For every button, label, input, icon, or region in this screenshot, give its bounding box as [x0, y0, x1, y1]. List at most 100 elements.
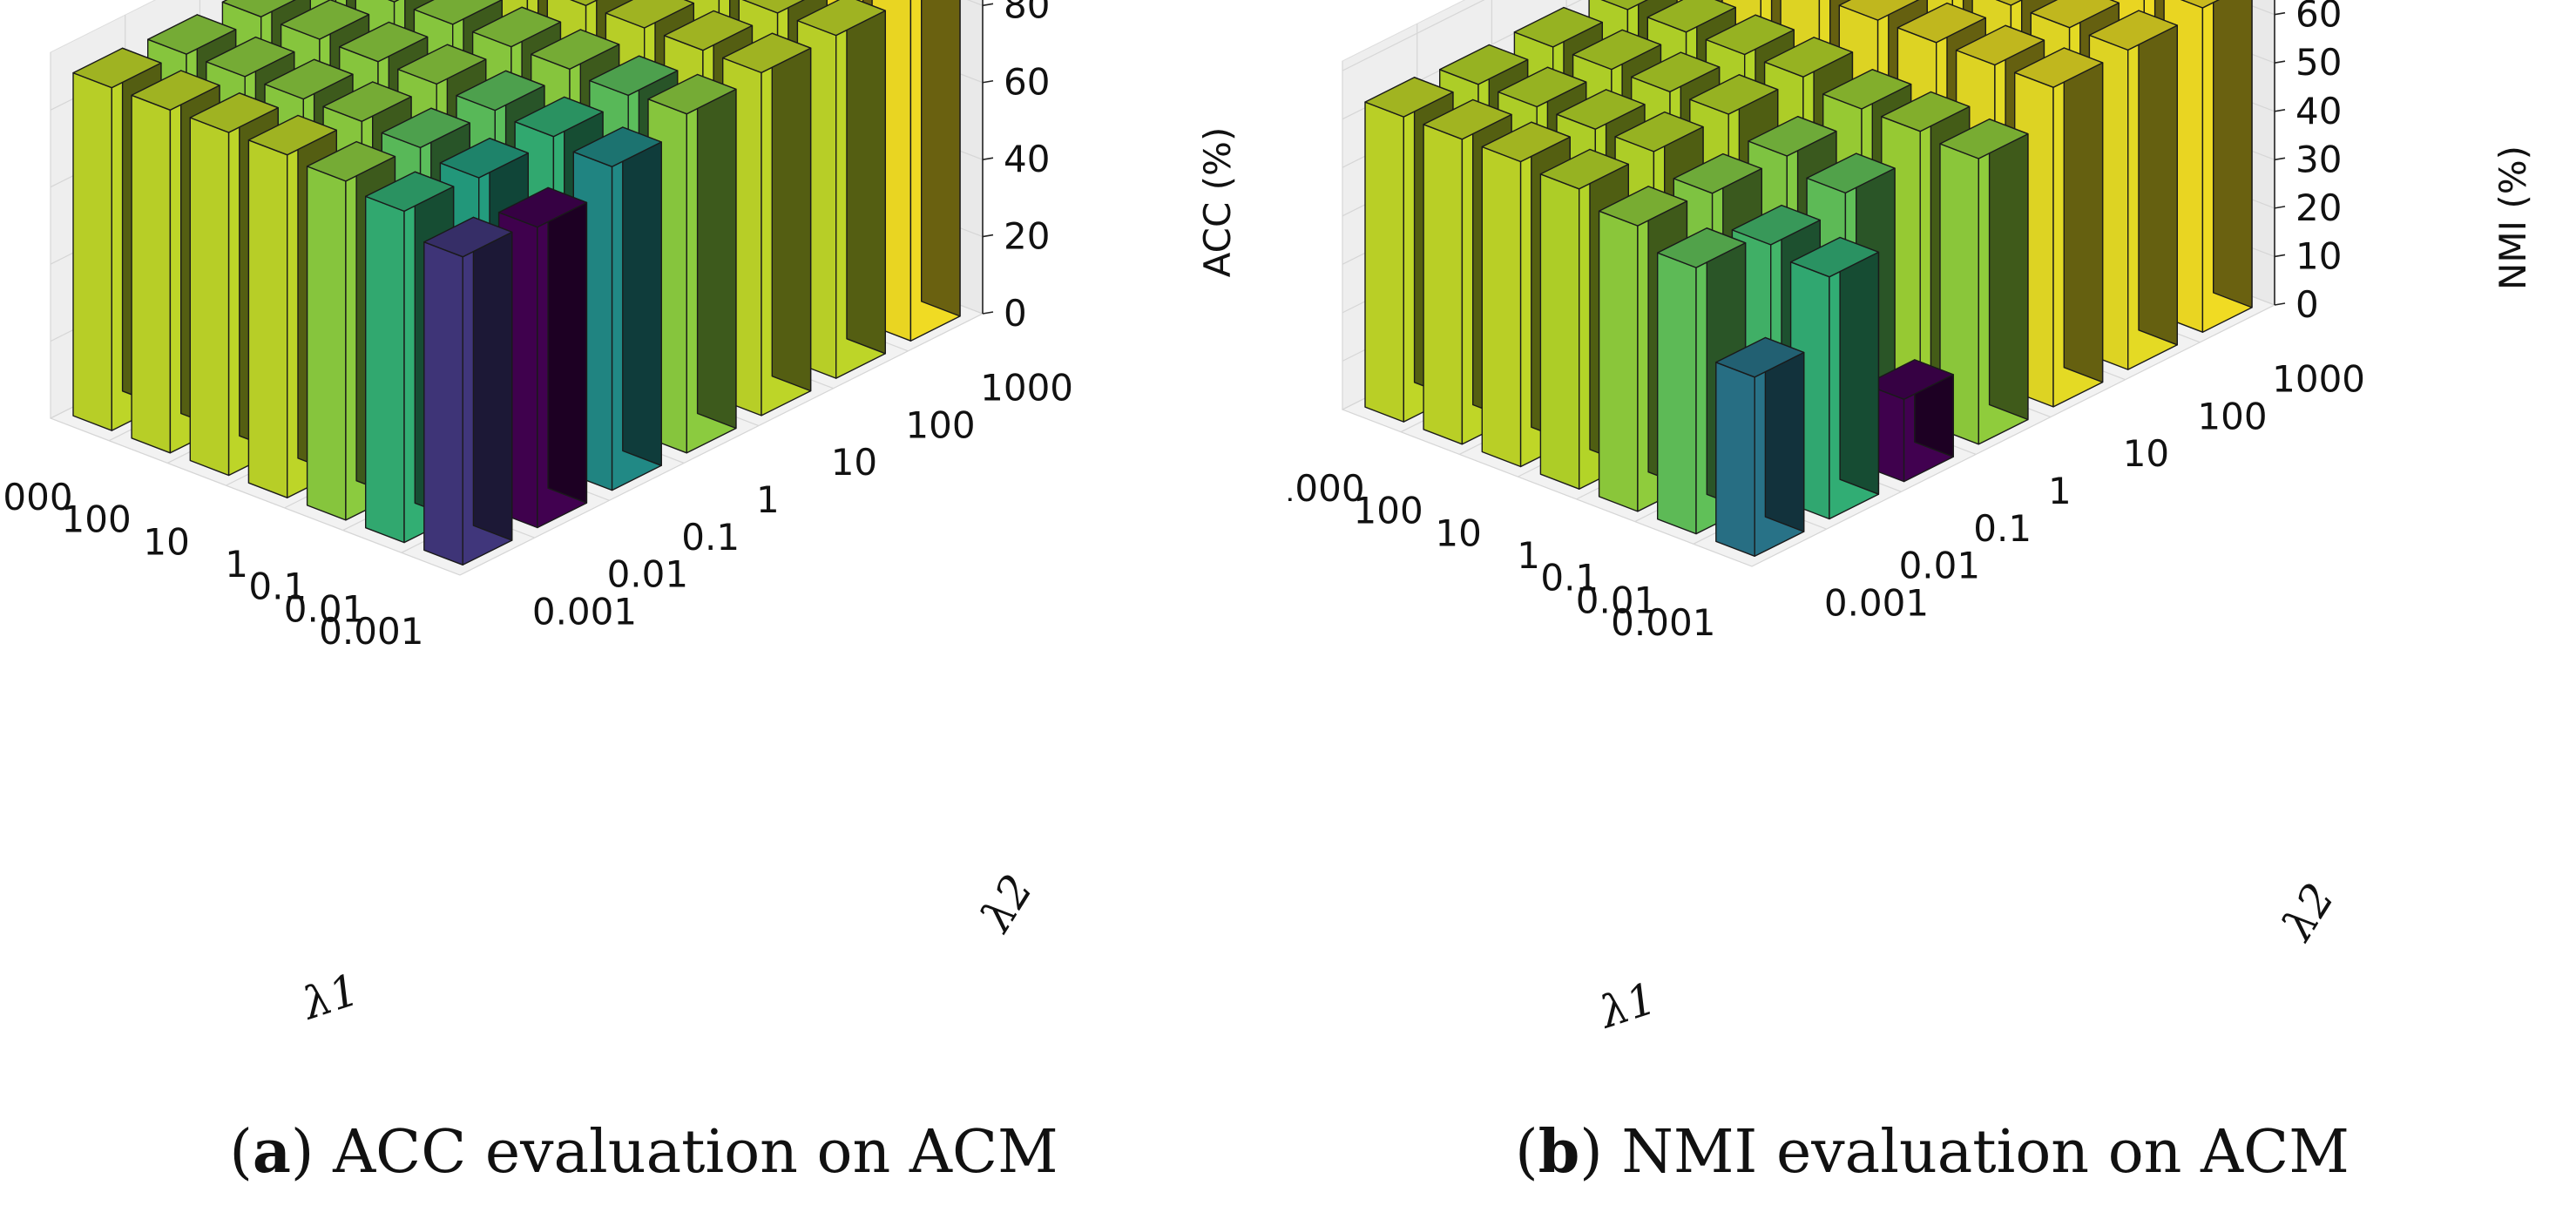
bar-face-top: [1657, 227, 1747, 268]
bar-face-right: [2138, 10, 2178, 346]
bar: [572, 126, 662, 491]
lambda1-tick-label: 1000: [1288, 467, 1365, 510]
z-tick-mark: [2274, 60, 2286, 64]
bar-face-top: [1646, 0, 1736, 33]
bar-face-top: [247, 114, 337, 156]
bar-face-top: [1438, 44, 1529, 85]
nmi-bar3d-chart: 10001001010.10.010.0010.0010.010.1110100…: [1288, 0, 2534, 1039]
lambda1-tick-label: 0.001: [1611, 601, 1715, 644]
bar-face-top: [1631, 51, 1721, 93]
bar-face-top: [796, 0, 886, 37]
lambda2-tick-label: 0.01: [607, 553, 689, 596]
bar-face-top: [663, 10, 754, 51]
lambda1-tick-label: 0.01: [1576, 579, 1658, 621]
caption-label: b: [1538, 1117, 1580, 1187]
lambda2-tick-label: 100: [2197, 395, 2267, 437]
bar-face-top: [1864, 359, 1954, 400]
lambda2-tick-label: 10: [2123, 432, 2169, 475]
bar-face-left: [247, 139, 288, 498]
bar-face-top: [1598, 186, 1688, 227]
bar-face-top: [647, 73, 737, 115]
grid-line: [459, 313, 984, 576]
bar-face-left: [1364, 101, 1405, 423]
z-tick-mark: [982, 157, 994, 160]
bar-face-right: [846, 0, 886, 355]
bar-face-top: [1822, 69, 1912, 110]
bar-face-top: [1806, 152, 1896, 194]
bar-face-top: [1498, 66, 1587, 108]
chart-panel-nmi: 10001001010.10.010.0010.0010.010.1110100…: [1288, 0, 2576, 1226]
bar-face-top: [221, 0, 296, 17]
bar: [423, 216, 513, 566]
bar-face-right: [920, 0, 961, 317]
bar-face-top: [131, 70, 220, 112]
bar-face-top: [264, 58, 354, 100]
bar-face-left: [306, 166, 347, 521]
lambda1-axis-title: λ1: [1592, 972, 1662, 1038]
z-tick-mark: [2274, 157, 2286, 161]
bar-face-top: [1539, 148, 1629, 190]
bar-face-top: [1513, 6, 1603, 48]
bar-face-top: [471, 6, 562, 48]
z-tick-label: 60: [1004, 61, 1050, 104]
bar: [796, 0, 886, 379]
bars: [72, 0, 961, 566]
bar-face-top: [1715, 336, 1805, 378]
bar-face-top: [572, 126, 662, 168]
bar-face-top: [741, 0, 805, 14]
z-tick-mark: [982, 79, 994, 84]
lambda1-tick-label: 10: [143, 520, 189, 563]
z-tick-mark: [982, 3, 994, 7]
bar-face-top: [1995, 0, 2023, 6]
lambda2-axis-title: λ2: [2271, 875, 2344, 950]
bar-face-top: [1673, 152, 1762, 194]
lambda2-tick-label: 0.1: [1973, 507, 2032, 550]
bar-face-right: [696, 73, 737, 430]
bar-face-top: [439, 137, 529, 179]
lambda1-tick-label: 0.001: [319, 610, 423, 653]
bar-face-top: [381, 107, 470, 149]
bar-face-top: [1614, 111, 1704, 152]
bars: [1364, 0, 2253, 557]
bar-face-right: [547, 186, 588, 504]
z-tick-label: 10: [2295, 234, 2342, 277]
bar-face-top: [1364, 77, 1454, 118]
bar-face-top: [397, 44, 487, 85]
bar-face-top: [1939, 118, 2029, 159]
caption-label: a: [252, 1117, 291, 1187]
z-tick-label: 40: [2295, 90, 2342, 132]
bar-face-top: [1897, 2, 1986, 44]
z-tick-label: 80: [1004, 0, 1050, 26]
bar-face-top: [1838, 0, 1920, 21]
bar-face-top: [497, 186, 588, 228]
lambda2-tick-label: 0.1: [681, 516, 740, 559]
lambda2-tick-label: 0.001: [1824, 582, 1929, 625]
bar-face-top: [189, 92, 279, 133]
bar-face-top: [1955, 24, 2045, 66]
bar-face-top: [570, 0, 598, 7]
bar-face-right: [1839, 236, 1880, 495]
lambda2-tick-label: 10: [831, 441, 877, 484]
bar: [1939, 118, 2029, 445]
bar-face-top: [1881, 91, 1971, 132]
z-tick-label: 50: [2295, 41, 2342, 84]
bar-face-top: [589, 55, 679, 97]
bar-face-top: [322, 81, 412, 123]
z-tick-mark: [2274, 108, 2286, 112]
acc-bar3d-chart: 10001001010.10.010.0010.0010.010.1110100…: [0, 0, 1239, 1030]
bar-face-top: [423, 216, 513, 258]
bar-face-top: [1705, 14, 1795, 56]
bar-face-top: [1789, 236, 1880, 278]
bar-face-top: [1689, 74, 1779, 115]
z-tick-mark: [982, 234, 994, 238]
grid-line: [50, 417, 461, 576]
bar-face-top: [2030, 0, 2120, 29]
bar-face-top: [72, 47, 162, 89]
bar-face-right: [2063, 47, 2104, 383]
bar-face-top: [2088, 10, 2178, 51]
lambda2-tick-label: 1: [2048, 470, 2072, 512]
lambda1-tick-label: 1: [1517, 534, 1540, 577]
bar-face-right: [771, 32, 812, 392]
lambda1-tick-label: 1000: [0, 476, 73, 518]
bar-face-left: [1481, 146, 1522, 468]
